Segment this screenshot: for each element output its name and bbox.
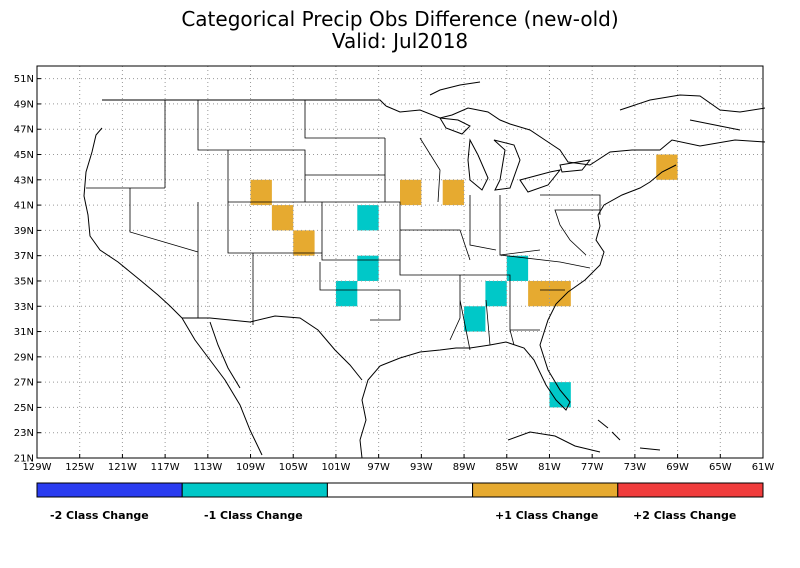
mexico-coast (181, 317, 363, 459)
tick-label-lat: 45N (14, 150, 34, 161)
country-state-boundaries (83, 81, 766, 459)
canada-coast (429, 81, 766, 131)
tick-label-lon: 125W (65, 462, 94, 473)
difference-cell (271, 205, 294, 231)
difference-cell (335, 280, 358, 307)
tick-label-lon: 93W (410, 462, 433, 473)
tick-label-lon: 109W (236, 462, 265, 473)
tick-label-lon: 65W (709, 462, 732, 473)
tick-label-lat: 37N (14, 251, 34, 262)
tick-label-lon: 129W (23, 462, 52, 473)
legend-label-plus2: +2 Class Change (633, 509, 737, 522)
tick-label-lat: 41N (14, 201, 34, 212)
tick-label-lat: 25N (14, 403, 34, 414)
tick-label-lon: 121W (108, 462, 137, 473)
tick-label-lat: 47N (14, 125, 34, 136)
legend-swatch (617, 482, 764, 498)
tick-label-lon: 89W (453, 462, 476, 473)
tick-label-lat: 49N (14, 99, 34, 110)
great-lakes (439, 117, 592, 193)
legend-swatch (326, 482, 474, 498)
difference-cell (357, 255, 379, 281)
tick-label-lon: 61W (752, 462, 775, 473)
state-lines (86, 100, 601, 351)
tick-label-lon: 117W (151, 462, 180, 473)
difference-cell (656, 154, 678, 180)
tick-label-lon: 69W (666, 462, 689, 473)
legend-label-minus2: -2 Class Change (50, 509, 149, 522)
cuba-bahamas (507, 419, 661, 453)
lat-lon-grid (37, 66, 763, 458)
us-west-coast (83, 127, 183, 319)
tick-label-lon: 77W (581, 462, 604, 473)
difference-cell (400, 179, 422, 206)
tick-label-lon: 97W (367, 462, 390, 473)
tick-label-lat: 51N (14, 74, 34, 85)
tick-label-lat: 23N (14, 428, 34, 439)
us-canada-border-west (102, 99, 387, 107)
difference-cell (485, 280, 507, 307)
tick-label-lat: 43N (14, 175, 34, 186)
tick-label-lat: 33N (14, 302, 34, 313)
tick-label-lon: 113W (193, 462, 222, 473)
tick-label-lat: 31N (14, 327, 34, 338)
tick-label-lat: 29N (14, 352, 34, 363)
great-lakes-region (385, 105, 640, 166)
tick-label-lon: 73W (624, 462, 647, 473)
legend-label-plus1: +1 Class Change (495, 509, 599, 522)
map-title: Categorical Precip Obs Difference (new-o… (181, 7, 619, 31)
difference-cell (549, 382, 571, 408)
northeast-coast (359, 139, 766, 441)
tick-label-lon: 85W (495, 462, 518, 473)
difference-cell (528, 280, 550, 307)
legend-swatch (472, 482, 619, 498)
legend-swatch (36, 482, 183, 498)
tick-label-lon: 105W (279, 462, 308, 473)
difference-cells (250, 154, 678, 408)
difference-cell (464, 306, 486, 332)
difference-cell (549, 280, 571, 307)
difference-cell (250, 179, 272, 206)
us-mexico-border (182, 315, 363, 381)
tick-label-lat: 35N (14, 276, 34, 287)
difference-cell (293, 230, 315, 256)
map-frame (36, 65, 764, 459)
legend-swatch (181, 482, 328, 498)
tick-label-lon: 101W (321, 462, 350, 473)
tick-label-lat: 27N (14, 378, 34, 389)
legend-colorbar (36, 482, 764, 498)
tick-label-lat: 39N (14, 226, 34, 237)
tick-label-lat: 21N (14, 454, 34, 465)
axis-ticks: 129W 125W 121W 117W 113W 109W 105W 101W 97W 93W 89… (14, 74, 775, 473)
difference-cell (442, 179, 465, 206)
map-subtitle: Valid: Jul2018 (331, 29, 469, 53)
difference-cell (357, 205, 379, 231)
legend-label-minus1: -1 Class Change (204, 509, 303, 522)
difference-cell (506, 255, 529, 281)
tick-label-lon: 81W (538, 462, 561, 473)
